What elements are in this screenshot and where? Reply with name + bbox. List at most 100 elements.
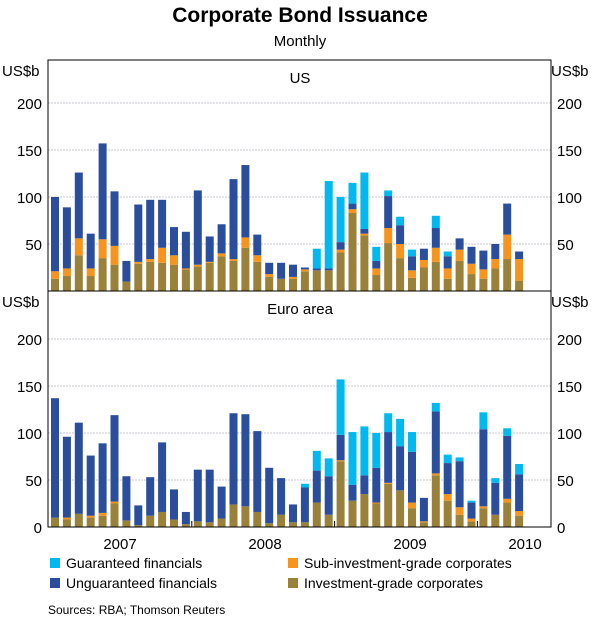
bar-ung: [110, 191, 119, 246]
bar-ung: [443, 256, 452, 269]
bar-sub: [217, 253, 226, 257]
bar-ig: [110, 264, 119, 291]
bar-ung: [372, 260, 381, 269]
bar-ung: [503, 203, 512, 235]
bar-sub: [86, 515, 95, 518]
bar-sub: [205, 261, 214, 263]
bar-ig: [455, 514, 464, 527]
bar-ung: [51, 197, 59, 272]
y-tick-label-left: 50: [25, 473, 42, 490]
bar-ung: [491, 482, 500, 515]
bar-sub: [110, 501, 119, 504]
bar-ig: [170, 519, 178, 527]
bar-ig: [158, 511, 167, 527]
bar-ig: [372, 275, 381, 291]
bar-ig: [217, 256, 226, 291]
bar-sub: [86, 268, 95, 276]
bar-ig: [277, 278, 286, 291]
bar-ig: [229, 504, 238, 527]
bar-sub: [443, 494, 452, 501]
bar-ig: [300, 271, 309, 291]
bar-ig: [170, 264, 178, 291]
bar-sub: [51, 271, 59, 279]
bar-guar: [431, 215, 440, 229]
bar-guar: [324, 181, 333, 269]
bar-ig: [455, 260, 464, 291]
bar-ung: [74, 172, 83, 239]
bar-guar: [503, 428, 512, 436]
bar-ung: [241, 165, 250, 238]
bar-ig: [324, 270, 333, 291]
bar-ung: [205, 469, 214, 523]
bar-ig: [336, 252, 345, 291]
bar-ung: [74, 422, 83, 514]
bar-ig: [312, 270, 321, 291]
y-tick-label-right: 200: [557, 332, 582, 349]
legend-item-ung: Unguaranteed financials: [50, 575, 217, 591]
bar-sub: [146, 259, 155, 262]
bar-ung: [134, 505, 143, 526]
bar-ig: [122, 520, 131, 527]
bar-ig: [289, 278, 297, 291]
bar-sub: [348, 209, 357, 213]
bar-guar: [336, 379, 345, 435]
bar-sub: [491, 259, 500, 269]
bar-ig: [98, 258, 107, 291]
plot-area: 50 50 100 100 150 150 200 200 US$b US$b US 0 0 50 50 10…: [2, 59, 589, 553]
bar-ig: [443, 278, 452, 291]
bar-guar: [396, 418, 405, 447]
bar-sub: [396, 244, 405, 259]
bar-ung: [170, 489, 178, 520]
bar-sub: [467, 518, 476, 522]
bar-ig: [265, 276, 274, 291]
bar-ig: [51, 278, 59, 291]
y-tick-label-right: 150: [557, 379, 582, 396]
legend-label: Unguaranteed financials: [66, 575, 217, 591]
bar-sub: [62, 517, 71, 520]
bar-ung: [431, 228, 440, 248]
bar-ung: [158, 442, 167, 512]
bar-sub: [241, 237, 250, 248]
bar-ung: [467, 502, 476, 519]
bar-ig: [193, 266, 202, 291]
bar-ung: [312, 470, 321, 503]
y-tick-label-left: 200: [17, 332, 42, 349]
bar-ig: [396, 490, 405, 527]
bar-ung: [122, 260, 131, 282]
unit-label-right: US$b: [551, 63, 589, 80]
bar-ig: [408, 277, 416, 291]
legend-swatch: [288, 558, 298, 568]
bar-ung: [253, 234, 262, 256]
bar-ig: [74, 255, 83, 291]
bar-sub: [515, 511, 524, 516]
panel-us: 50 50 100 100 150 150 200 200 US$b US$b US: [2, 63, 589, 292]
bar-ung: [455, 238, 464, 250]
bar-ung: [86, 455, 95, 516]
bar-ung: [419, 497, 428, 522]
bar-ig: [146, 261, 155, 291]
bar-ung: [193, 469, 202, 522]
bar-guar: [408, 249, 416, 257]
legend-label: Sub-investment-grade corporates: [304, 555, 512, 571]
bar-ung: [396, 225, 405, 244]
bar-ung: [348, 203, 357, 210]
bar-ung: [384, 432, 393, 483]
bar-ig: [312, 502, 321, 527]
bar-sub: [336, 249, 345, 253]
bar-ung: [217, 224, 226, 254]
bar-sub: [408, 270, 416, 278]
unit-label-right: US$b: [551, 294, 589, 311]
bar-sub: [181, 268, 190, 270]
legend-item-sub: Sub-investment-grade corporates: [288, 555, 512, 571]
bar-ung: [229, 413, 238, 505]
bar-sub: [110, 245, 119, 265]
x-tick-label: 2007: [103, 536, 136, 553]
bar-sub: [265, 274, 274, 277]
bar-guar: [312, 450, 321, 471]
bar-sub: [62, 268, 71, 276]
bar-sub: [229, 259, 238, 261]
bar-ung: [277, 262, 286, 279]
unit-label-left: US$b: [2, 63, 40, 80]
bar-ung: [146, 199, 155, 260]
bar-guar: [408, 432, 416, 452]
